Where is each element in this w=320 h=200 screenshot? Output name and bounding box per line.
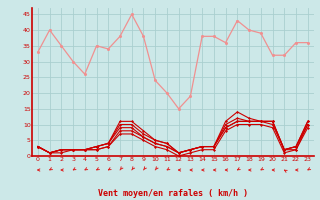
Text: Vent moyen/en rafales ( km/h ): Vent moyen/en rafales ( km/h ) — [98, 189, 248, 198]
